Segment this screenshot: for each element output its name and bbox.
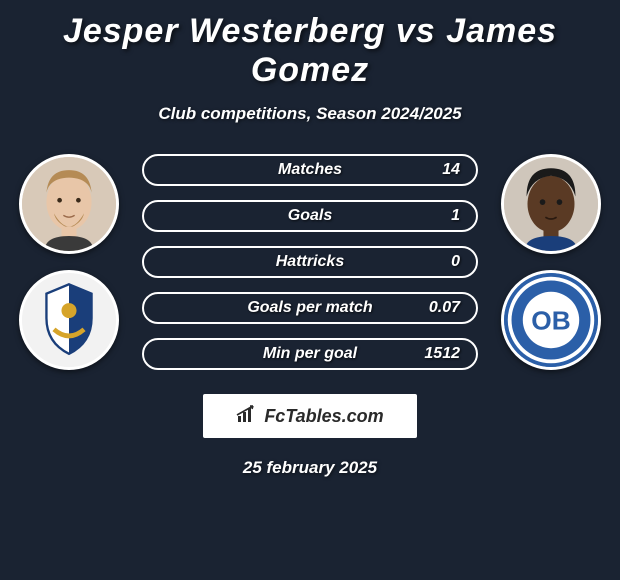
club-left-badge [19, 270, 119, 370]
comparison-row: Matches 14 Goals 1 Hattricks 0 Goals per… [10, 154, 610, 370]
stat-row-hattricks: Hattricks 0 [142, 246, 478, 278]
subtitle: Club competitions, Season 2024/2025 [10, 104, 610, 124]
svg-text:OB: OB [531, 305, 570, 335]
stat-value-right: 1 [451, 207, 460, 225]
left-player-column [14, 154, 124, 370]
stat-row-goals: Goals 1 [142, 200, 478, 232]
stat-label: Min per goal [263, 345, 357, 363]
stat-label: Hattricks [276, 253, 344, 271]
stat-label: Matches [278, 161, 342, 179]
date-text: 25 february 2025 [10, 458, 610, 478]
stat-value-right: 0 [451, 253, 460, 271]
stat-row-matches: Matches 14 [142, 154, 478, 186]
stat-value-right: 0.07 [429, 299, 460, 317]
stat-row-min-per-goal: Min per goal 1512 [142, 338, 478, 370]
page-title: Jesper Westerberg vs James Gomez [10, 12, 610, 90]
club-right-badge: OB [501, 270, 601, 370]
player-right-avatar [501, 154, 601, 254]
bar-chart-icon [236, 404, 258, 429]
stat-row-goals-per-match: Goals per match 0.07 [142, 292, 478, 324]
stat-label: Goals [288, 207, 332, 225]
player-left-avatar [19, 154, 119, 254]
stat-value-right: 1512 [424, 345, 460, 363]
stat-label: Goals per match [247, 299, 372, 317]
stats-column: Matches 14 Goals 1 Hattricks 0 Goals per… [124, 154, 496, 370]
right-player-column: OB [496, 154, 606, 370]
stat-value-right: 14 [442, 161, 460, 179]
brand-text: FcTables.com [264, 406, 383, 427]
brand-badge: FcTables.com [203, 394, 417, 438]
